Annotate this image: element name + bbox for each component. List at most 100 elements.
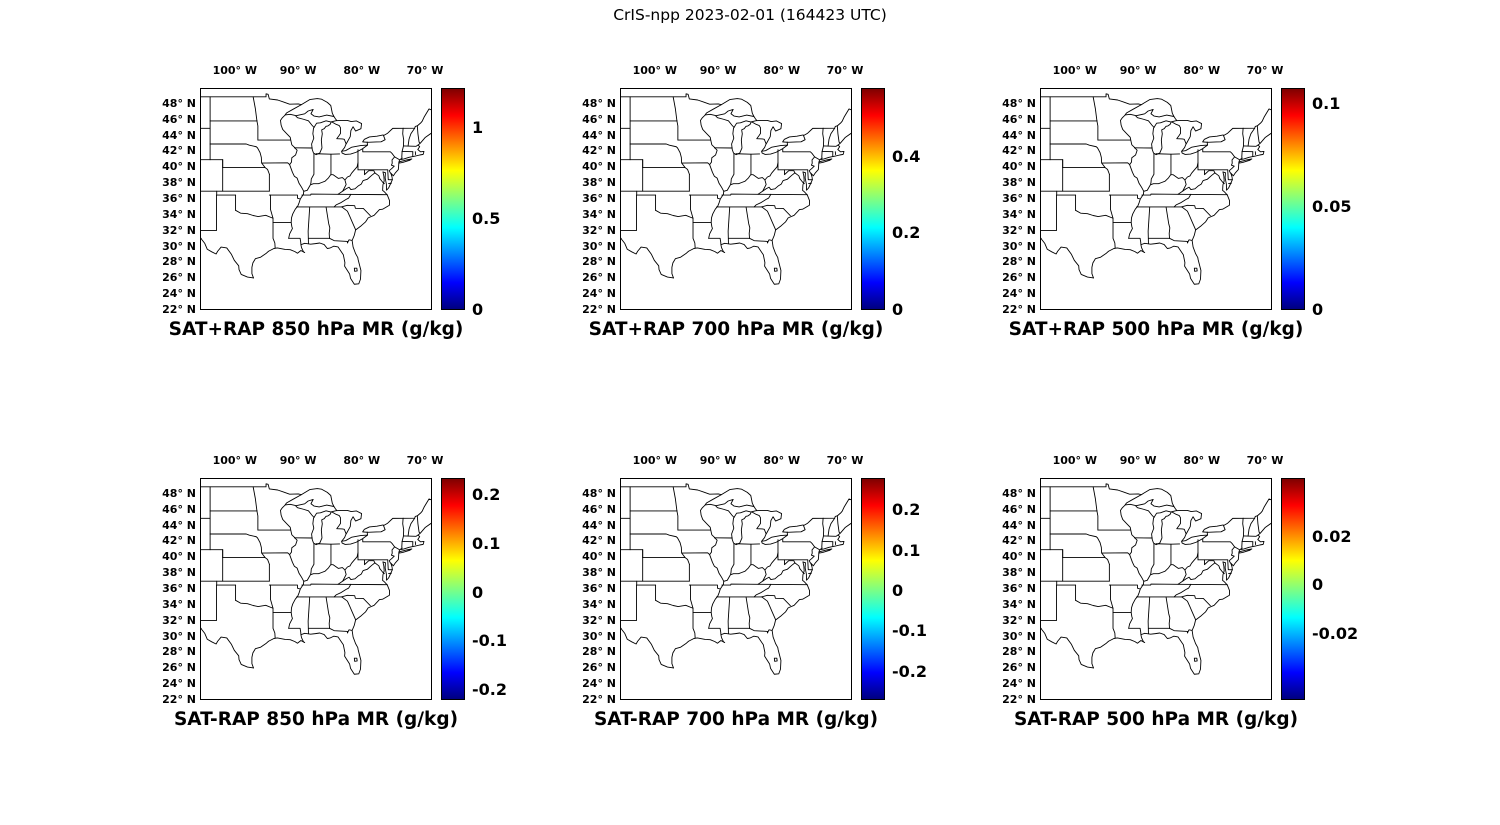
state-boundary-line — [1224, 109, 1271, 135]
colorbar-tick-label: -0.2 — [472, 680, 507, 700]
state-boundary-line — [1239, 549, 1252, 553]
lat-tick-label: 32° N — [162, 613, 196, 627]
state-boundary-line — [709, 238, 721, 244]
state-boundary-line — [673, 97, 678, 140]
state-boundary-line — [1170, 238, 1193, 243]
state-boundary-line — [401, 128, 404, 159]
state-boundary-line — [630, 534, 677, 538]
state-boundary-line — [1194, 268, 1197, 271]
lon-tick-label: 80° W — [763, 64, 801, 77]
state-boundary-line — [1041, 484, 1141, 495]
state-boundary-line — [296, 116, 314, 128]
state-boundary-line — [269, 585, 300, 589]
state-boundary-line — [621, 238, 673, 278]
lat-tick-label: 36° N — [582, 192, 616, 205]
state-boundary-line — [1248, 518, 1255, 536]
state-boundary-line — [700, 115, 723, 238]
state-boundary-line — [326, 207, 330, 238]
state-boundary-line — [365, 170, 375, 175]
state-boundary-line — [1172, 510, 1202, 534]
state-boundary-line — [682, 553, 710, 555]
state-boundary-line — [258, 538, 270, 565]
state-boundary-line — [783, 525, 805, 532]
state-boundary-line — [682, 163, 710, 165]
state-boundary-line — [253, 97, 258, 140]
lat-tick-label: 24° N — [582, 287, 616, 301]
map-axes-box — [1040, 88, 1272, 310]
state-boundary-line — [837, 516, 840, 533]
us-state-outlines-svg — [201, 89, 431, 309]
colorbar-tick-label: 0.5 — [472, 209, 501, 229]
state-boundary-line — [289, 238, 301, 244]
state-boundary-line — [728, 207, 730, 244]
state-boundary-line — [809, 157, 814, 173]
state-boundary-line — [728, 597, 730, 634]
colorbar-tick-label: 0.2 — [472, 485, 501, 505]
state-boundary-line — [399, 159, 412, 163]
colorbar-tick-label: 0 — [1312, 575, 1324, 595]
state-boundary-line — [1182, 534, 1186, 541]
state-boundary-line — [804, 109, 851, 135]
lat-tick-label: 46° N — [582, 112, 616, 126]
lat-tick-label: 30° N — [1002, 629, 1036, 643]
lat-tick-label: 46° N — [1002, 502, 1036, 516]
colorbar-tick-label: 0 — [472, 300, 484, 319]
lat-tick-label: 26° N — [162, 661, 196, 675]
state-boundary-line — [363, 525, 385, 532]
state-boundary-line — [343, 173, 375, 191]
lon-tick-label: 100° W — [212, 454, 258, 467]
colorbar-tick-label: -0.02 — [1312, 624, 1359, 644]
state-boundary-line — [417, 516, 420, 533]
state-boundary-line — [1182, 595, 1211, 605]
state-boundary-line — [705, 489, 754, 507]
state-boundary-line — [1229, 547, 1234, 563]
state-boundary-line — [236, 210, 273, 218]
state-boundary-line — [754, 194, 771, 207]
lat-tick-label: 36° N — [582, 582, 616, 595]
lon-tick-label: 80° W — [343, 64, 381, 77]
lat-tick-label: 38° N — [582, 176, 616, 190]
state-boundary-line — [1151, 154, 1154, 184]
lon-tick-label: 90° W — [279, 64, 317, 77]
state-boundary-line — [302, 584, 338, 585]
lat-tick-label: 38° N — [162, 566, 196, 580]
lat-tick-label: 40° N — [1002, 550, 1036, 564]
state-boundary-line — [1148, 207, 1150, 244]
panel-title: SAT+RAP 700 hPa MR (g/kg) — [588, 319, 884, 340]
lon-tick-label: 70° W — [406, 454, 444, 467]
state-boundary-line — [754, 584, 771, 597]
state-boundary-line — [201, 94, 301, 105]
panel-title: SAT-RAP 850 hPa MR (g/kg) — [173, 709, 459, 730]
state-boundary-line — [201, 628, 253, 668]
colorbar-gradient — [441, 88, 465, 310]
state-boundary-line — [1174, 507, 1177, 511]
state-boundary-line — [763, 173, 795, 191]
state-boundary-line — [774, 658, 777, 661]
state-boundary-line — [1151, 544, 1154, 574]
state-boundary-line — [1050, 534, 1097, 538]
state-boundary-line — [1228, 560, 1233, 570]
state-boundary-line — [1113, 608, 1115, 638]
state-boundary-line — [1182, 144, 1186, 151]
us-state-outlines-svg — [621, 89, 851, 309]
state-boundary-line — [762, 535, 788, 544]
state-boundary-line — [819, 549, 832, 553]
colorbar-tick-label: 0.05 — [1312, 197, 1352, 217]
lat-tick-label: 42° N — [162, 534, 196, 548]
map-axes-box — [620, 478, 852, 700]
lat-tick-label: 42° N — [582, 534, 616, 548]
colorbar-gradient — [1281, 88, 1305, 310]
lat-tick-label: 24° N — [1002, 677, 1036, 691]
lat-tick-label: 36° N — [1002, 192, 1036, 205]
lat-tick-label: 28° N — [1002, 645, 1036, 659]
lat-tick-label: 30° N — [162, 239, 196, 253]
state-boundary-line — [312, 511, 332, 545]
state-boundary-line — [754, 117, 757, 121]
colorbar-tick-label: 0.2 — [892, 223, 921, 243]
lat-tick-label: 28° N — [1002, 255, 1036, 269]
lat-tick-label: 22° N — [582, 693, 616, 706]
state-boundary-line — [1182, 597, 1196, 620]
state-boundary-line — [269, 195, 300, 199]
state-boundary-line — [1050, 144, 1097, 148]
